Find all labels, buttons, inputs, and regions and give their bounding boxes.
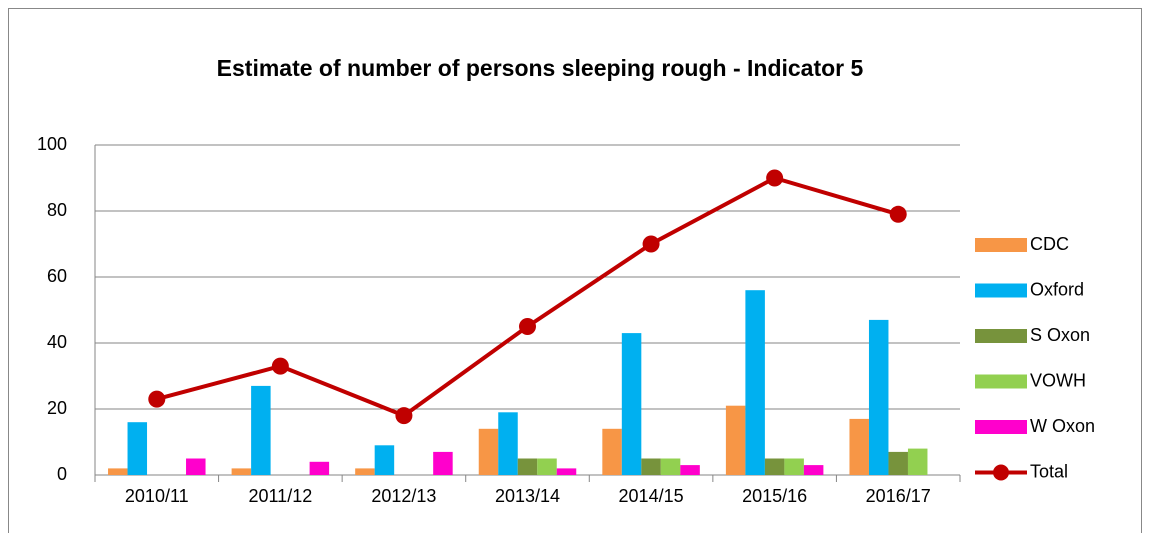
x-tick-label: 2013/14 xyxy=(495,486,560,506)
line-marker xyxy=(766,169,784,187)
bar xyxy=(537,458,557,475)
line-marker xyxy=(519,318,536,335)
bar xyxy=(784,458,804,475)
bar xyxy=(641,458,661,475)
bar xyxy=(374,445,395,475)
legend-swatch xyxy=(975,329,1027,343)
x-tick-label: 2011/12 xyxy=(248,486,312,506)
legend-swatch xyxy=(975,420,1027,434)
x-tick-label: 2015/16 xyxy=(742,486,807,506)
chart-title: Estimate of number of persons sleeping r… xyxy=(216,55,864,81)
bar xyxy=(602,428,622,475)
x-tick-label: 2010/11 xyxy=(125,486,189,506)
legend-label: VOWH xyxy=(1030,370,1086,390)
bar xyxy=(849,418,869,475)
bar xyxy=(231,468,252,475)
bar xyxy=(803,465,824,475)
line-marker xyxy=(148,390,166,408)
bar xyxy=(108,468,128,475)
y-tick-label: 80 xyxy=(47,200,67,220)
line xyxy=(156,175,899,418)
bar xyxy=(660,458,681,475)
y-tick-label: 20 xyxy=(47,398,67,418)
legend-label: W Oxon xyxy=(1030,416,1095,436)
legend-swatch xyxy=(975,238,1027,252)
bar xyxy=(680,465,700,475)
bar xyxy=(868,319,889,475)
legend-label: S Oxon xyxy=(1030,325,1090,345)
bar xyxy=(888,451,908,475)
y-tick-label: 40 xyxy=(47,332,67,352)
bar xyxy=(745,290,765,475)
bar xyxy=(355,468,375,475)
bar xyxy=(433,451,453,475)
y-tick-label: 0 xyxy=(57,464,67,484)
bar xyxy=(186,458,206,475)
legend-label: Oxford xyxy=(1030,279,1084,299)
line-marker xyxy=(271,357,289,375)
legend-marker xyxy=(993,464,1009,481)
x-tick-label: 2014/15 xyxy=(619,486,684,506)
legend-swatch xyxy=(975,374,1027,389)
bar xyxy=(478,428,499,475)
bar xyxy=(621,333,642,475)
legend-label: CDC xyxy=(1030,234,1069,254)
bar xyxy=(251,385,271,475)
y-tick-label: 100 xyxy=(37,134,67,154)
bar xyxy=(764,458,785,475)
bar xyxy=(498,412,518,475)
bar xyxy=(309,461,330,475)
bar xyxy=(517,458,538,475)
bar xyxy=(127,422,148,475)
y-tick-label: 60 xyxy=(47,266,67,286)
x-tick-label: 2012/13 xyxy=(371,486,436,506)
bar xyxy=(725,405,746,475)
line-marker xyxy=(642,235,660,253)
legend-label: Total xyxy=(1030,461,1068,481)
bar xyxy=(907,448,928,475)
chart-border xyxy=(8,8,1142,533)
legend-swatch xyxy=(975,283,1027,298)
line-marker xyxy=(889,205,907,223)
x-tick-label: 2016/17 xyxy=(866,486,931,506)
line-marker xyxy=(395,407,413,425)
bar xyxy=(556,468,577,475)
